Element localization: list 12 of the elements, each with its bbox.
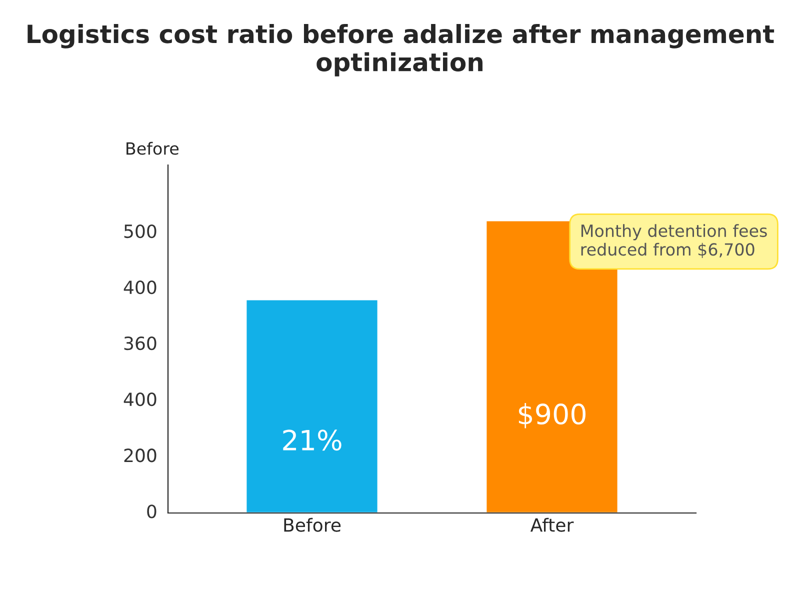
text: 0	[147, 504, 156, 518]
text: 200	[124, 448, 156, 462]
text: 400	[124, 392, 156, 406]
text: 400	[124, 280, 156, 294]
text: 500	[124, 224, 156, 238]
chart-title: Logistics cost ratio before adalize after management optinization	[28, 24, 774, 76]
annotation: 21%	[283, 430, 342, 451]
text: 360	[124, 336, 156, 350]
y-axis-title: Before	[126, 142, 179, 155]
annotation: $900	[518, 403, 586, 428]
annotation: Monthy detention fees reduced from $6,700	[581, 224, 767, 258]
x-tick-label: After	[530, 518, 574, 532]
